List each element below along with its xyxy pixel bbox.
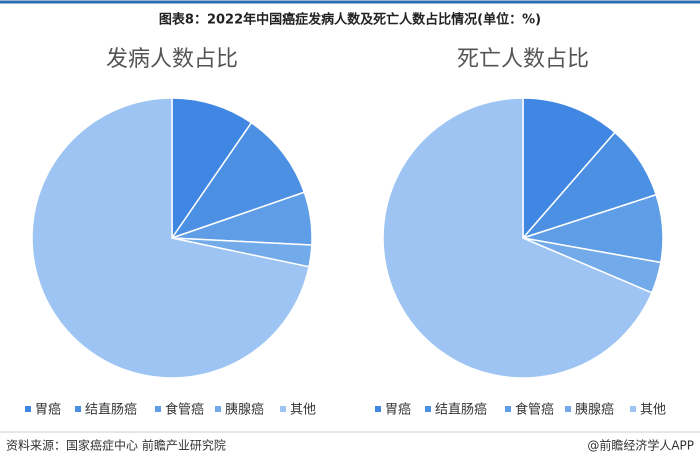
chart-title: 死亡人数占比 [457, 47, 589, 72]
legend-label: 其他 [640, 403, 666, 418]
legend-swatch [425, 406, 431, 412]
legend-swatch [280, 406, 286, 412]
legend-swatch [155, 406, 161, 412]
legend-label: 其他 [290, 403, 316, 418]
legend-swatch [75, 406, 81, 412]
legend-swatch [505, 406, 511, 412]
legend-label: 食管癌 [165, 402, 204, 418]
page-title: 图表8：2022年中国癌症发病人数及死亡人数占比情况(单位：%) [159, 12, 541, 28]
legend-swatch [25, 406, 31, 412]
brand: @前瞻经济学人APP [587, 438, 694, 453]
legend-label: 胃癌 [385, 402, 411, 418]
legend-label: 胰腺癌 [575, 402, 614, 418]
chart-title: 发病人数占比 [106, 47, 238, 72]
legend-label: 食管癌 [515, 402, 554, 418]
legend-swatch [375, 406, 381, 412]
legend-label: 结直肠癌 [435, 402, 487, 418]
pie-slice [31, 97, 310, 379]
pie-slice [382, 97, 653, 379]
legend-label: 胰腺癌 [225, 402, 264, 418]
pie-slice [171, 97, 253, 241]
legend-label: 胃癌 [35, 402, 61, 418]
source: 资料来源：国家癌症中心 前瞻产业研究院 [6, 438, 226, 453]
pie-slice [522, 97, 616, 241]
legend-swatch [630, 406, 636, 412]
legend-swatch [215, 406, 221, 412]
pie-slice [170, 121, 306, 240]
legend-swatch [565, 406, 571, 412]
legend-label: 结直肠癌 [85, 402, 137, 418]
